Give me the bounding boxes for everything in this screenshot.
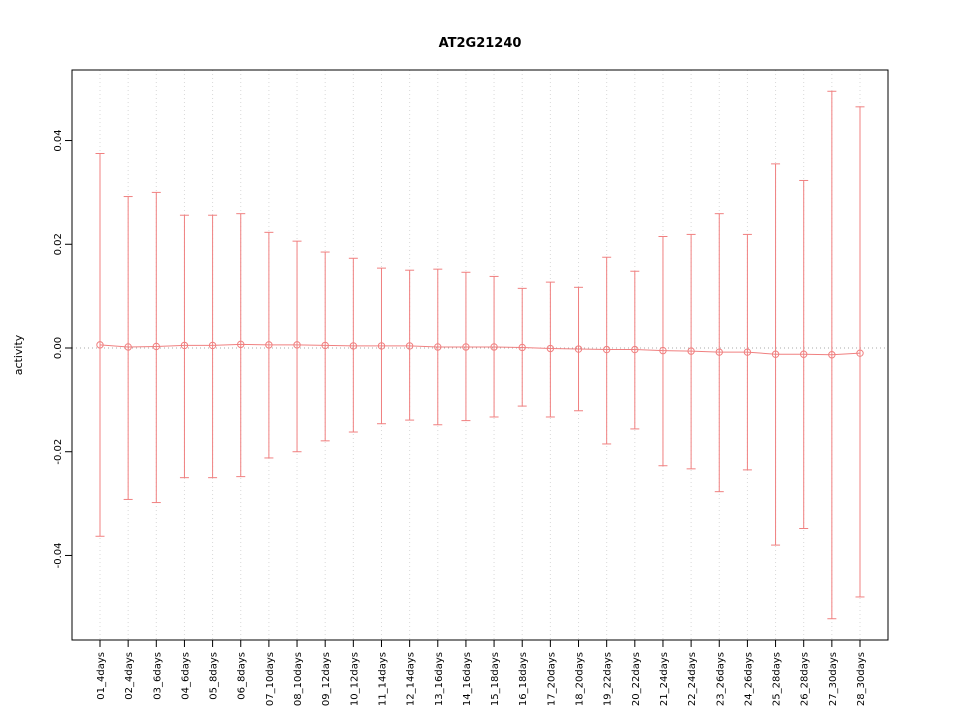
x-tick-label: 22_24days (687, 652, 698, 706)
data-point-marker (743, 348, 752, 356)
data-point-marker (800, 350, 808, 358)
data-point-marker (828, 351, 836, 359)
error-bar (799, 179, 809, 529)
data-point-marker (602, 345, 611, 354)
data-point-marker (715, 348, 723, 356)
data-point-marker (96, 341, 104, 349)
x-tick-label: 16_18days (518, 652, 529, 706)
x-tick-label: 07_10days (265, 652, 276, 706)
x-tick-label: 06_8days (237, 652, 248, 700)
error-bar (208, 214, 218, 479)
data-point-marker (574, 345, 583, 353)
error-bar (545, 281, 555, 418)
y-tick-label: -0.02 (53, 439, 64, 465)
data-point-marker (265, 341, 273, 349)
error-bar (827, 90, 837, 620)
data-point-marker (856, 349, 864, 357)
y-tick-label: 0.00 (53, 337, 64, 359)
error-bar (376, 267, 386, 425)
error-bar (151, 191, 161, 504)
x-tick-label: 24_26days (743, 652, 754, 706)
x-tick-label: 23_26days (715, 652, 726, 706)
error-bar (630, 270, 640, 430)
error-bar (264, 231, 274, 459)
x-tick-label: 03_6days (152, 652, 163, 700)
plot-area: -0.04 -0.02 0.00 0.02 0.04 01_4days 02_4days 03… (53, 69, 889, 706)
x-tick-label: 09_12days (321, 652, 332, 706)
error-bar (658, 235, 668, 467)
error-bar (489, 275, 499, 418)
error-bar (517, 287, 527, 407)
x-tick-label: 21_24days (659, 652, 670, 706)
data-point-marker (180, 341, 189, 350)
x-tick-label: 10_12days (349, 652, 360, 706)
x-tick-label: 12_14days (406, 652, 417, 706)
data-point-marker (237, 340, 245, 349)
data-point-marker (349, 342, 358, 350)
data-point-marker (124, 343, 132, 351)
x-tick-label: 20_22days (631, 652, 642, 706)
x-tick-label: 04_6days (180, 652, 191, 700)
x-tick-label: 17_20days (546, 652, 557, 706)
error-bar (292, 240, 302, 453)
error-bar (405, 269, 415, 421)
data-point-marker (490, 343, 498, 351)
error-bar (461, 271, 471, 422)
data-point-marker (659, 346, 667, 355)
error-bar (714, 213, 724, 493)
x-tick-label: 19_22days (603, 652, 614, 706)
data-point-marker (518, 343, 526, 352)
x-tick-label: 05_8days (209, 652, 220, 700)
x-tick-label: 25_28days (772, 652, 783, 706)
x-tick-label: 15_18days (490, 652, 501, 706)
data-point-marker (771, 350, 780, 358)
x-tick-label: 14_16days (462, 652, 473, 706)
error-bar (771, 163, 781, 546)
data-point-marker (208, 341, 217, 350)
error-bar (320, 251, 330, 442)
y-axis-label: activity (12, 334, 25, 375)
data-point-marker (293, 341, 301, 349)
x-tick-label: 13_16days (434, 652, 445, 706)
data-point-marker (687, 347, 695, 355)
y-tick-label: 0.02 (53, 233, 64, 255)
y-tick-label: 0.04 (53, 129, 64, 151)
x-tick-label: 27_30days (828, 652, 839, 706)
data-point-marker (462, 343, 470, 351)
error-bar (855, 106, 865, 598)
data-point-marker (377, 342, 386, 350)
data-point-marker (152, 342, 160, 351)
error-bar (574, 286, 584, 412)
chart-title: AT2G21240 (439, 36, 522, 51)
plot-border (71, 69, 889, 641)
data-point-marker (631, 345, 639, 354)
data-point-marker (546, 344, 555, 353)
error-bar (236, 213, 246, 478)
error-bar (433, 268, 443, 426)
x-tick-label: 18_20days (575, 652, 586, 706)
x-tick-label: 28_30days (856, 652, 867, 706)
y-tick-label: -0.04 (53, 543, 64, 569)
error-bar (348, 257, 358, 433)
error-bar (742, 233, 752, 471)
x-tick-label: 11_14days (377, 652, 388, 706)
x-tick-label: 01_4days (96, 652, 107, 700)
data-point-marker (405, 342, 414, 350)
error-bar (602, 256, 612, 445)
x-tick-label: 02_4days (124, 652, 135, 700)
series-line (99, 343, 861, 356)
error-bar (179, 214, 189, 479)
x-tick-label: 26_28days (800, 652, 811, 706)
data-point-marker (434, 343, 442, 351)
data-point-marker (321, 341, 329, 350)
error-bar (686, 233, 696, 470)
error-bar (123, 196, 133, 500)
x-tick-label: 08_10days (293, 652, 304, 706)
error-bar (95, 153, 105, 537)
